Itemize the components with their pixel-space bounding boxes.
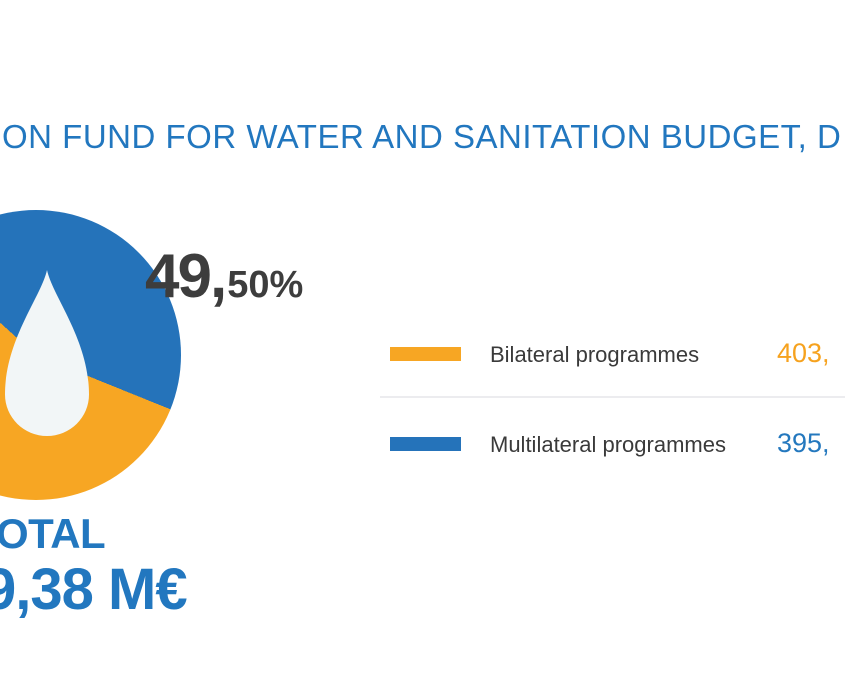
total-value: 9,38 M€ <box>0 557 188 622</box>
total-heading: OTAL <box>0 510 106 557</box>
legend-value-multilateral: 395, <box>777 428 830 458</box>
percent-unit: 50% <box>227 264 304 306</box>
legend-label-multilateral: Multilateral programmes <box>490 432 726 457</box>
legend-swatch-bilateral <box>390 347 461 361</box>
percent-value: 49, <box>145 242 227 311</box>
percent-label-multilateral: 49, 50% <box>145 246 303 308</box>
legend-divider <box>380 396 845 398</box>
chart-title: ON FUND FOR WATER AND SANITATION BUDGET,… <box>2 118 842 155</box>
legend-value-bilateral: 403, <box>777 338 830 368</box>
legend-label-bilateral: Bilateral programmes <box>490 342 700 367</box>
legend-swatch-multilateral <box>390 437 461 451</box>
water-drop-icon <box>5 270 89 436</box>
